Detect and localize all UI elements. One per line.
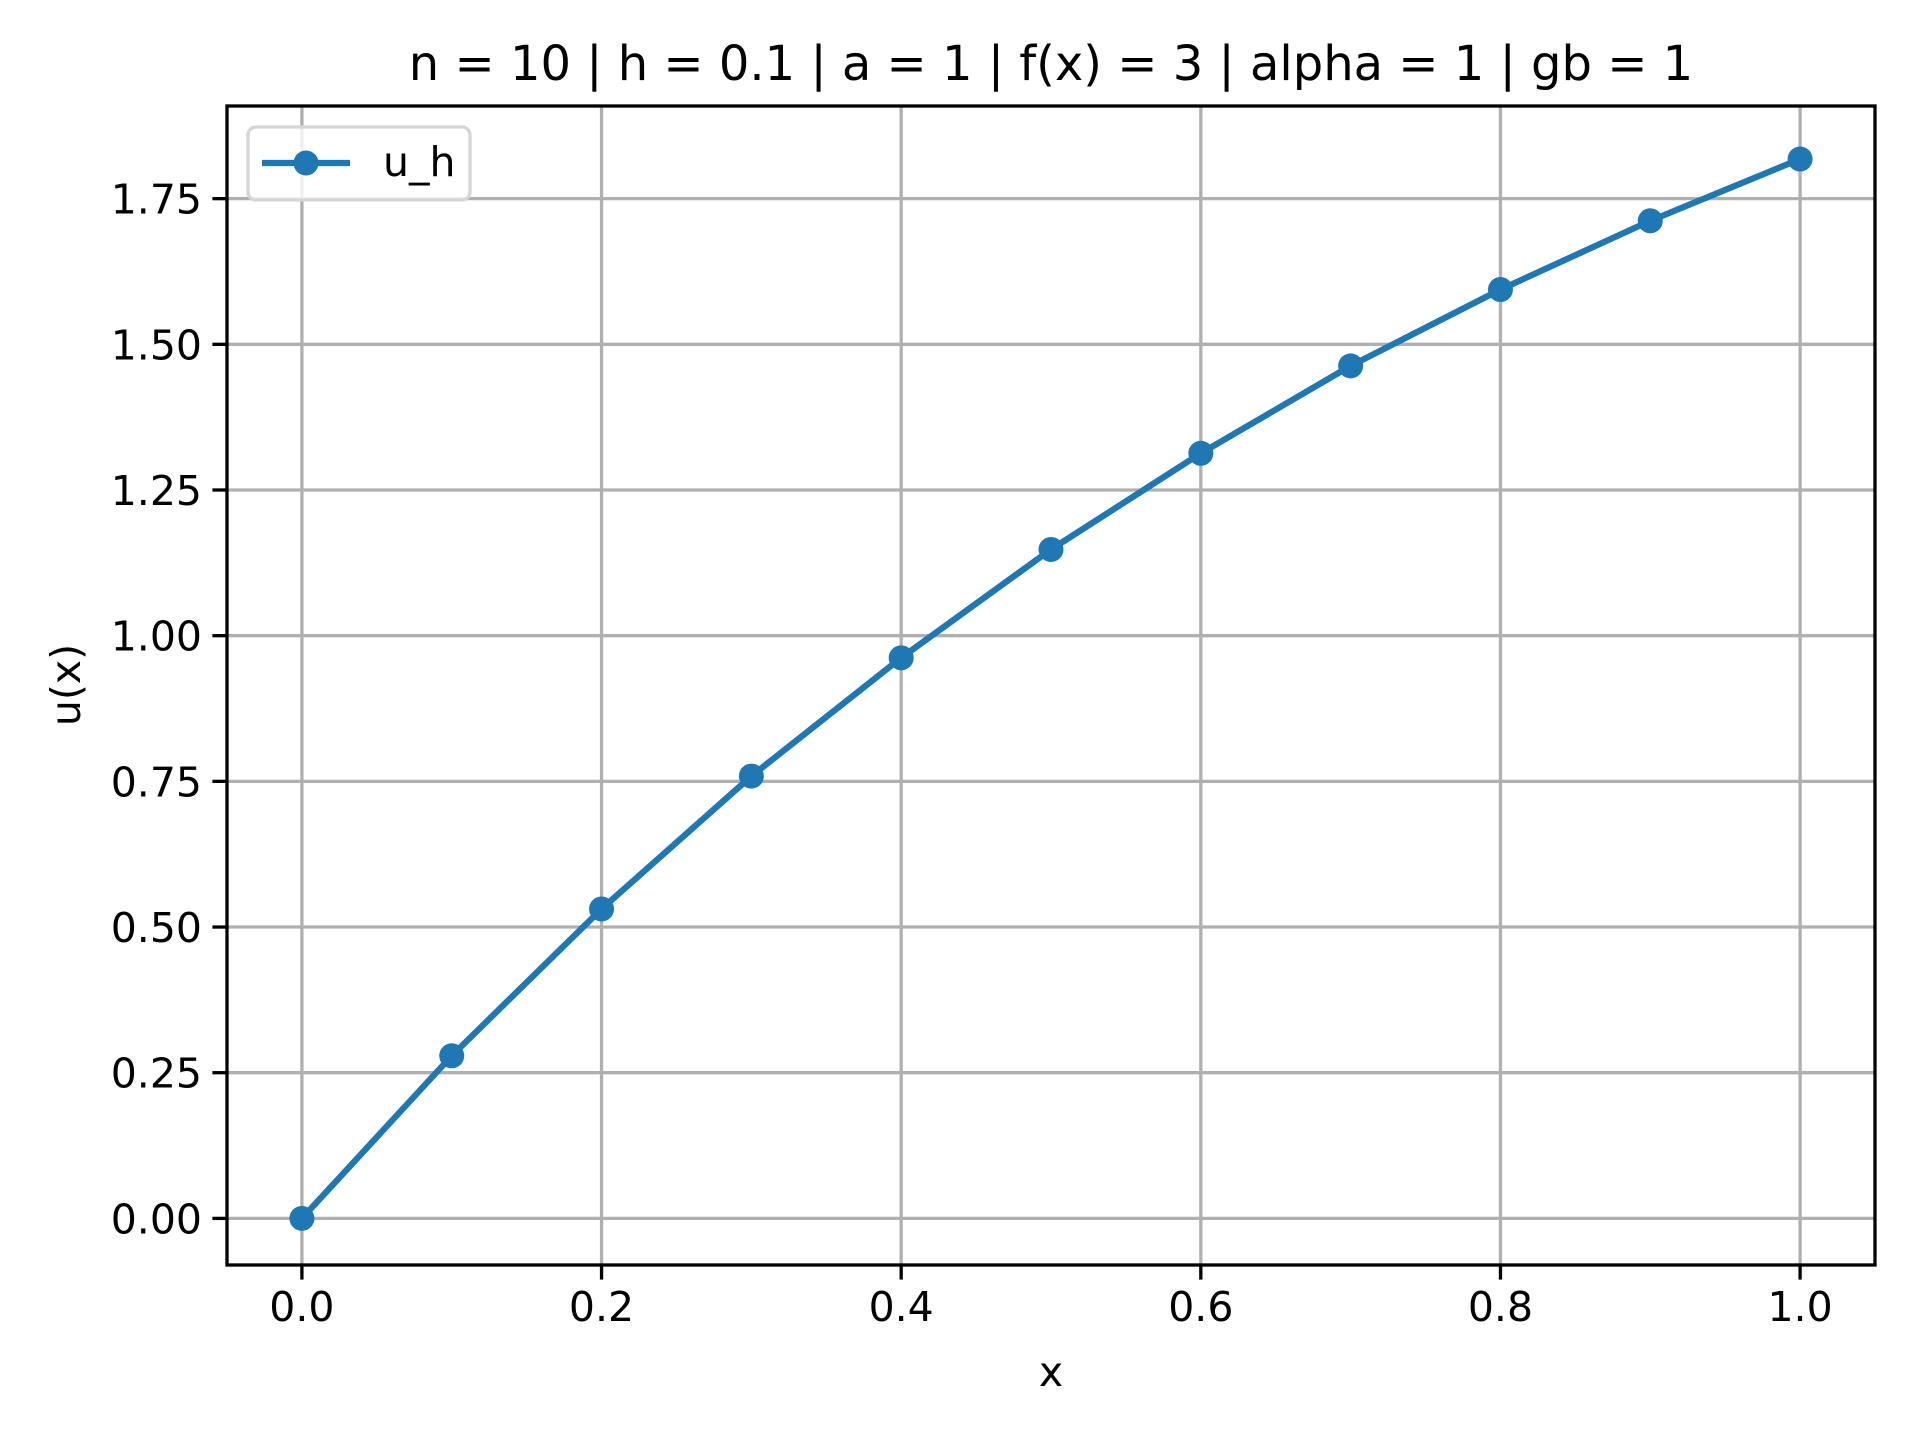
data-point (1787, 146, 1813, 172)
x-tick-label: 1.0 (1767, 1283, 1832, 1331)
x-tick-label: 0.4 (869, 1283, 934, 1331)
ticks: 0.0 0.2 0.4 0.6 0.8 1.0 0.00 0.25 0.50 0.75 1.00 1.… (111, 176, 1833, 1331)
x-tick-label: 0.2 (569, 1283, 634, 1331)
grid (227, 106, 1875, 1265)
legend-label: u_h (383, 138, 455, 186)
chart-title: n = 10 | h = 0.1 | a = 1 | f(x) = 3 | al… (409, 36, 1693, 92)
y-tick-label: 1.25 (111, 467, 202, 515)
y-tick-label: 1.00 (111, 613, 202, 661)
data-point (1188, 440, 1214, 466)
y-tick-label: 0.75 (111, 758, 202, 806)
y-axis-label: u(x) (42, 644, 90, 726)
data-point (589, 896, 615, 922)
data-point (1487, 277, 1513, 303)
legend-marker-icon (293, 150, 319, 176)
x-axis-label: x (1039, 1348, 1063, 1396)
y-tick-label: 0.25 (111, 1050, 202, 1098)
data-point (738, 763, 764, 789)
axes-frame (225, 104, 1877, 1267)
x-tick-label: 0.8 (1468, 1283, 1533, 1331)
y-tick-label: 0.50 (111, 904, 202, 952)
data-point (1338, 353, 1364, 379)
legend: u_h (246, 125, 472, 202)
data-point (888, 645, 914, 671)
y-tick-label: 1.75 (111, 176, 202, 224)
data-point (289, 1205, 315, 1231)
legend-box (246, 125, 472, 202)
x-tick-label: 0.0 (269, 1283, 334, 1331)
x-tick-label: 0.6 (1168, 1283, 1233, 1331)
y-tick-label: 1.50 (111, 321, 202, 369)
data-point (439, 1043, 465, 1069)
data-point (1038, 536, 1064, 562)
series-layer (289, 146, 1813, 1231)
y-tick-label: 0.00 (111, 1195, 202, 1243)
data-point (1637, 208, 1663, 234)
